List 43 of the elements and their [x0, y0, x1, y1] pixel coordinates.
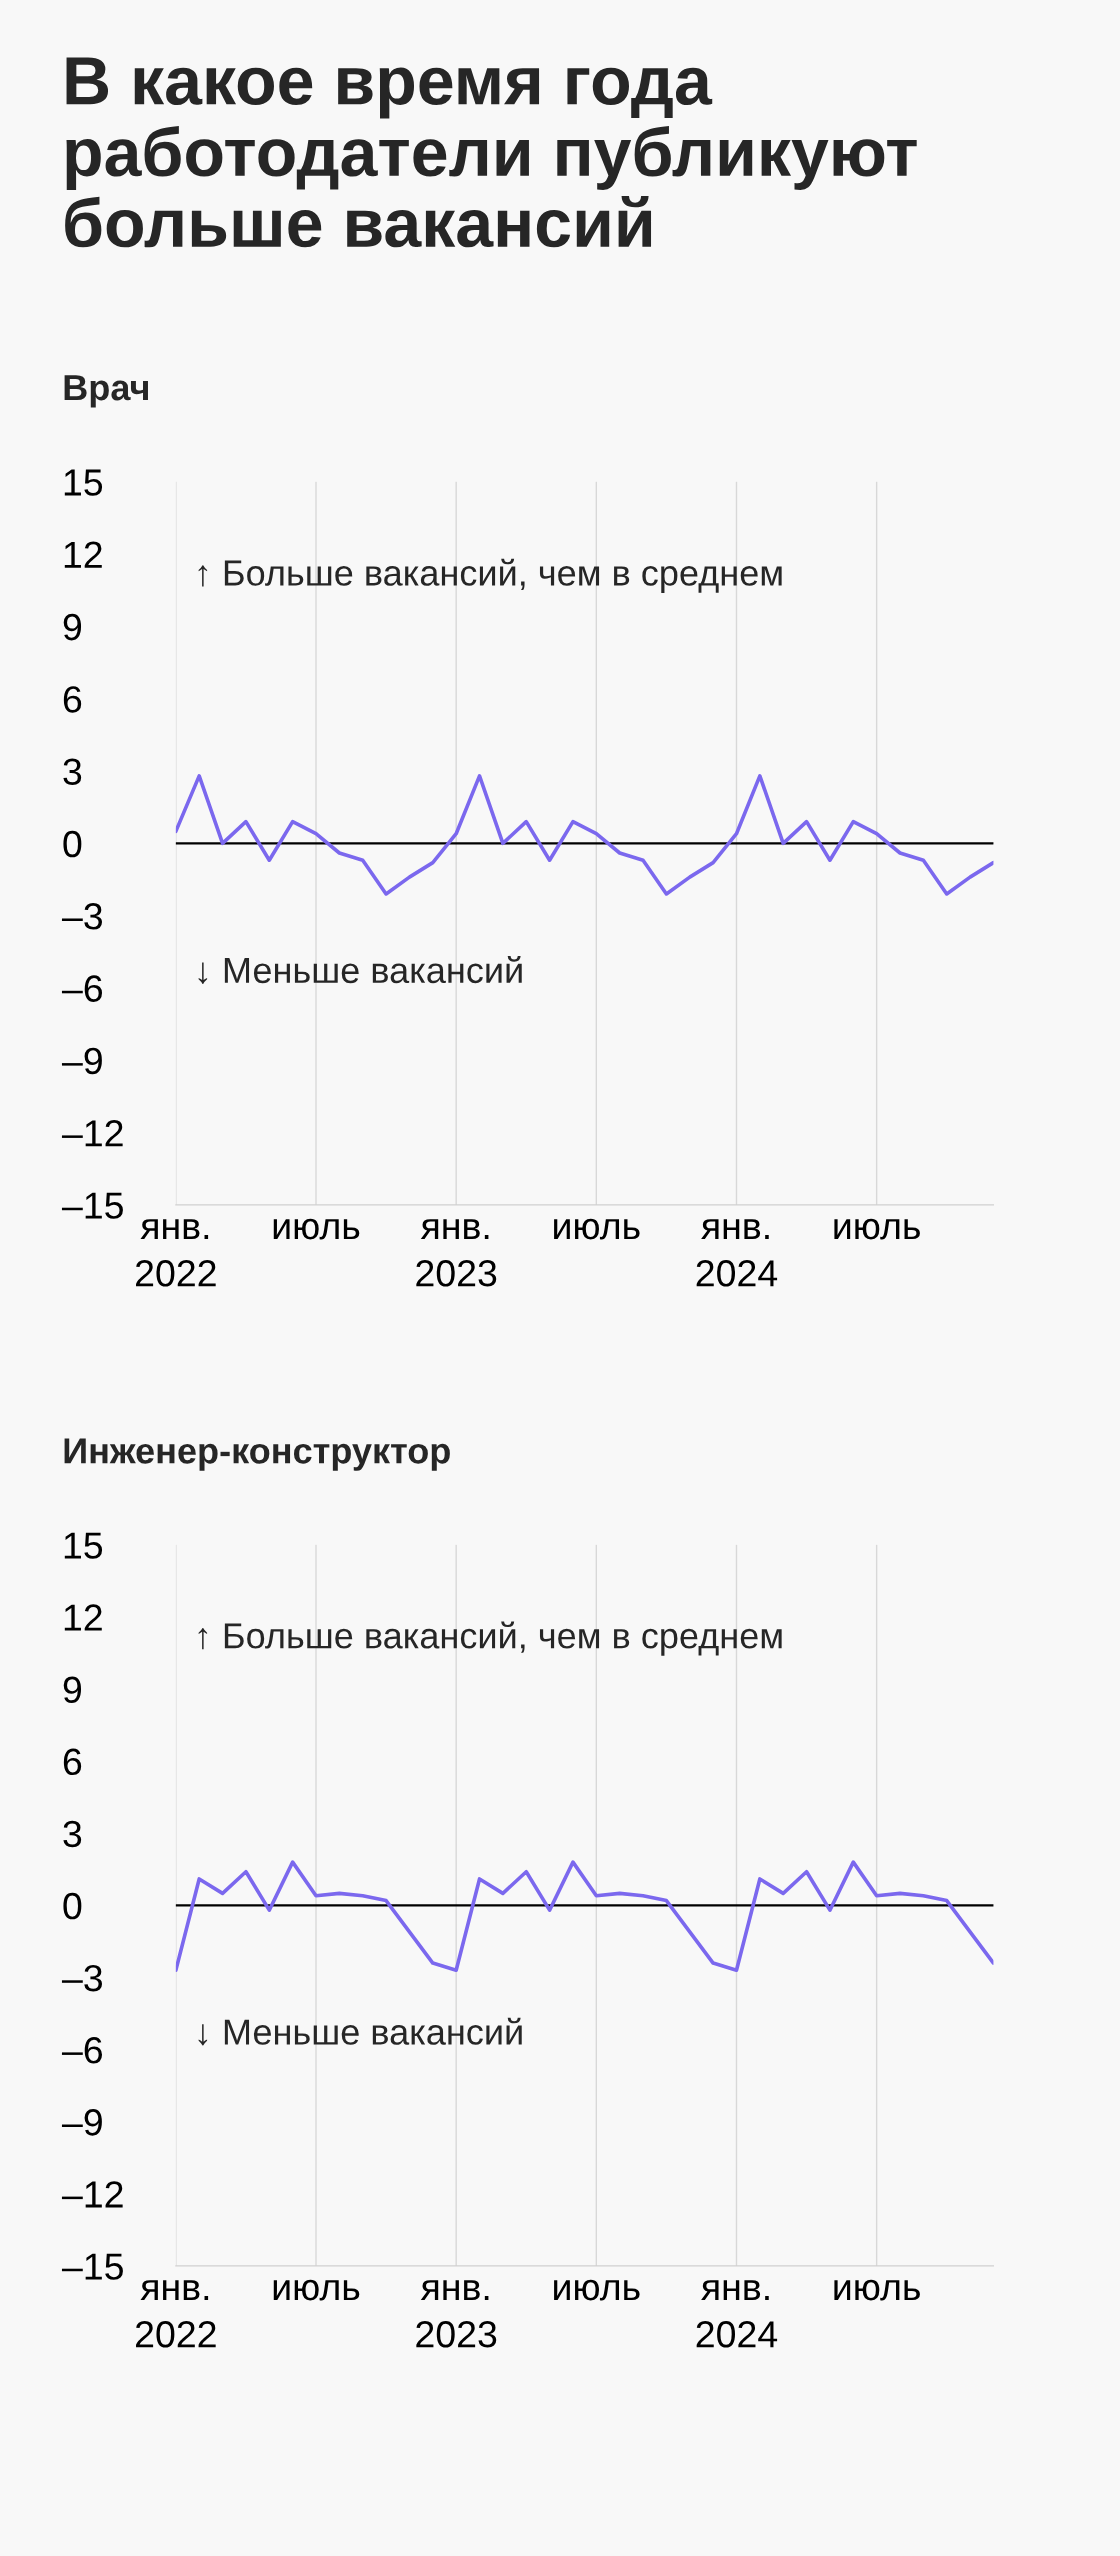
- y-tick-label: –12: [61, 1119, 123, 1147]
- x-tick-label: янв. 2023: [416, 1219, 497, 1287]
- y-tick-label: 3: [63, 758, 82, 785]
- y-tick-label: –3: [61, 903, 103, 930]
- annotation: ↑ Больше вакансий, чем в среднем: [198, 558, 782, 593]
- annotation: ↓ Меньше вакансий: [198, 2017, 522, 2046]
- x-tick-label: янв. 2022: [136, 1219, 216, 1287]
- y-tick-label: –9: [61, 1047, 102, 1075]
- line-series: [175, 1860, 994, 1973]
- x-tick-label: янв. 2023: [416, 2280, 497, 2348]
- y-tick-label: –3: [61, 1964, 103, 1992]
- chart-subtitle: Инженер-конструктор: [64, 1438, 450, 1471]
- annotation: ↑ Больше вакансий, чем в среднем: [198, 1621, 782, 1656]
- x-tick-label: июль: [554, 1218, 640, 1240]
- chart-subtitle: Врач: [64, 375, 148, 408]
- y-tick-label: 0: [63, 830, 82, 858]
- y-tick-label: 9: [63, 1676, 82, 1704]
- x-tick-label: июль: [273, 2279, 360, 2301]
- y-tick-label: 15: [64, 469, 103, 496]
- y-tick-label: 6: [63, 1748, 82, 1776]
- y-tick-label: 9: [63, 613, 82, 641]
- x-tick-label: янв. 2022: [136, 2280, 216, 2348]
- y-tick-label: –6: [61, 2036, 103, 2064]
- y-tick-label: –15: [61, 2253, 123, 2280]
- annotation: ↓ Меньше вакансий: [198, 956, 522, 984]
- y-tick-label: –15: [61, 1192, 123, 1219]
- x-tick-label: янв. 2024: [696, 1219, 778, 1287]
- x-tick-label: июль: [834, 2279, 920, 2301]
- x-tick-label: янв. 2024: [696, 2280, 778, 2348]
- y-tick-label: 12: [64, 541, 102, 568]
- y-tick-label: –9: [61, 2109, 102, 2136]
- line-series: [175, 774, 994, 896]
- y-tick-label: 12: [64, 1604, 102, 1631]
- y-tick-label: –6: [61, 975, 103, 1002]
- y-tick-label: 3: [63, 1820, 82, 1848]
- y-tick-label: 0: [63, 1892, 82, 1920]
- x-tick-label: июль: [273, 1218, 360, 1240]
- y-tick-label: –12: [61, 2181, 123, 2208]
- x-tick-label: июль: [834, 1218, 920, 1240]
- chart-title: В какое время года работодатели публикуют больше вакансий: [65, 57, 917, 248]
- x-tick-label: июль: [554, 2279, 640, 2301]
- y-tick-label: 6: [63, 686, 82, 713]
- y-tick-label: 15: [64, 1532, 103, 1559]
